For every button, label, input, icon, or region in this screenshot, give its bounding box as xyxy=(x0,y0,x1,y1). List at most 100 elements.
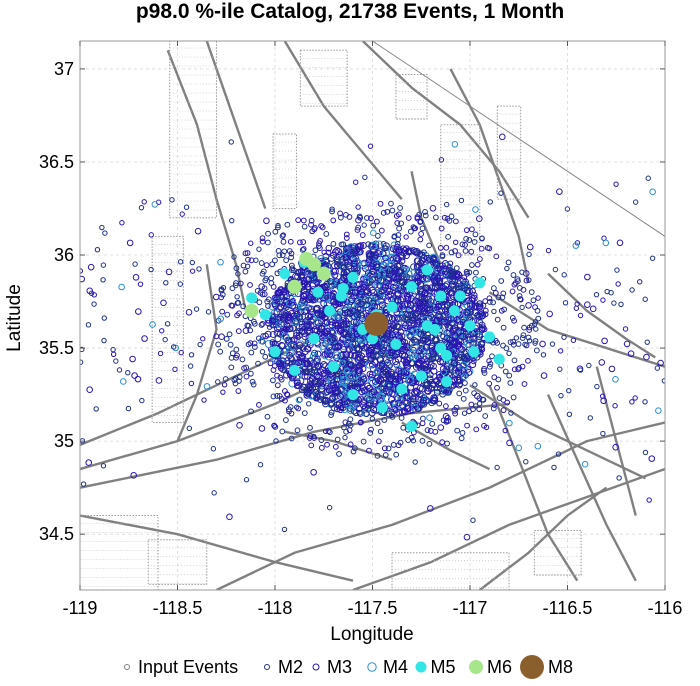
event-marker xyxy=(283,301,291,309)
event-marker xyxy=(584,301,591,308)
event-marker xyxy=(393,213,400,219)
event-marker xyxy=(307,433,314,440)
event-marker xyxy=(284,391,291,398)
event-marker xyxy=(438,157,445,163)
event-marker xyxy=(504,399,511,406)
event-marker xyxy=(80,359,84,365)
event-marker xyxy=(482,307,489,314)
event-marker xyxy=(412,304,420,312)
legend-marker xyxy=(367,662,377,672)
event-marker xyxy=(426,440,433,447)
event-marker xyxy=(232,282,239,289)
event-marker xyxy=(334,324,342,332)
fault-line xyxy=(284,430,393,461)
event-marker xyxy=(125,405,132,412)
event-marker xyxy=(321,371,329,379)
event-marker xyxy=(378,227,385,234)
event-marker xyxy=(119,378,127,385)
event-marker xyxy=(336,451,342,457)
event-marker xyxy=(415,406,421,413)
event-marker xyxy=(393,314,401,322)
event-marker xyxy=(244,263,251,270)
event-marker xyxy=(308,277,314,283)
event-m5 xyxy=(441,376,453,388)
event-marker xyxy=(356,367,364,375)
event-marker xyxy=(288,254,295,261)
event-marker xyxy=(425,398,432,404)
event-marker xyxy=(94,246,101,253)
event-marker xyxy=(134,375,142,383)
event-marker xyxy=(300,246,307,252)
event-marker xyxy=(643,353,650,361)
event-marker xyxy=(274,382,281,389)
event-marker xyxy=(116,367,123,373)
event-marker xyxy=(245,256,251,263)
event-marker xyxy=(251,344,258,350)
event-marker xyxy=(398,257,406,265)
event-marker xyxy=(380,240,387,247)
event-marker xyxy=(533,347,540,354)
event-marker xyxy=(428,378,435,385)
event-marker xyxy=(414,317,422,325)
event-marker xyxy=(294,382,302,390)
event-marker xyxy=(414,215,421,222)
event-marker xyxy=(293,313,302,322)
event-marker xyxy=(506,439,513,447)
event-marker xyxy=(277,303,285,311)
event-marker xyxy=(397,328,405,336)
event-marker xyxy=(338,241,345,248)
event-marker xyxy=(401,301,409,309)
event-marker xyxy=(355,246,362,253)
event-marker xyxy=(455,341,463,349)
legend-label: M8 xyxy=(548,657,573,677)
event-marker xyxy=(448,249,455,256)
event-marker xyxy=(377,200,384,207)
event-m5 xyxy=(269,346,281,358)
event-marker xyxy=(228,139,234,145)
event-marker xyxy=(298,299,306,307)
event-m5 xyxy=(289,364,300,376)
event-marker xyxy=(395,399,403,407)
event-marker xyxy=(86,386,93,393)
event-marker xyxy=(557,348,564,354)
event-m5 xyxy=(312,286,324,298)
event-marker xyxy=(361,358,369,366)
event-marker xyxy=(600,397,607,405)
event-m5 xyxy=(328,361,339,373)
event-marker xyxy=(205,309,212,315)
event-marker xyxy=(169,197,175,203)
event-m5 xyxy=(259,309,271,321)
event-marker xyxy=(222,376,229,382)
event-marker xyxy=(264,298,271,305)
event-marker xyxy=(396,246,404,254)
event-marker xyxy=(448,289,456,297)
event-marker xyxy=(312,247,319,254)
dotted-zone xyxy=(391,552,510,590)
event-marker xyxy=(278,342,286,350)
event-marker xyxy=(355,216,362,224)
event-marker xyxy=(453,239,459,246)
event-marker xyxy=(373,263,381,271)
event-marker xyxy=(249,378,256,385)
y-tick-label: 35 xyxy=(54,431,74,451)
event-marker xyxy=(299,247,306,253)
event-marker xyxy=(248,240,254,246)
event-marker xyxy=(373,218,380,225)
event-marker xyxy=(557,366,563,372)
event-marker xyxy=(409,353,418,362)
event-marker xyxy=(404,315,412,323)
event-marker xyxy=(350,318,358,326)
event-marker xyxy=(472,309,480,317)
event-marker xyxy=(515,444,523,452)
event-marker xyxy=(382,254,389,262)
event-marker xyxy=(360,387,368,395)
event-marker xyxy=(332,248,340,256)
event-marker xyxy=(421,290,429,298)
event-marker xyxy=(392,282,401,291)
event-marker xyxy=(259,338,266,345)
event-marker xyxy=(410,403,420,413)
event-marker xyxy=(390,441,397,448)
event-marker xyxy=(477,319,484,325)
event-marker xyxy=(188,380,195,387)
event-marker xyxy=(511,366,518,373)
